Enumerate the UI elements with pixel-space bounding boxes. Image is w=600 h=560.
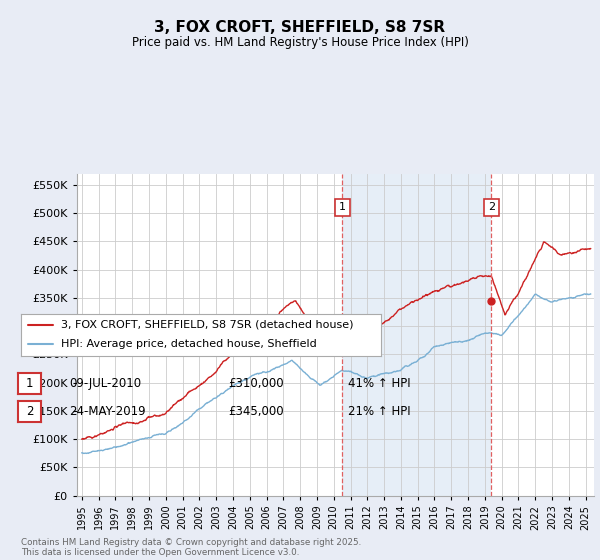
Text: 3, FOX CROFT, SHEFFIELD, S8 7SR (detached house): 3, FOX CROFT, SHEFFIELD, S8 7SR (detache… — [61, 320, 353, 330]
Text: £345,000: £345,000 — [228, 405, 284, 418]
Bar — [343, 174, 491, 496]
Text: Price paid vs. HM Land Registry's House Price Index (HPI): Price paid vs. HM Land Registry's House … — [131, 36, 469, 49]
Text: 24-MAY-2019: 24-MAY-2019 — [69, 405, 146, 418]
Text: 2: 2 — [26, 405, 33, 418]
Text: 2: 2 — [488, 203, 495, 212]
Text: 3, FOX CROFT, SHEFFIELD, S8 7SR: 3, FOX CROFT, SHEFFIELD, S8 7SR — [154, 20, 446, 35]
Text: Contains HM Land Registry data © Crown copyright and database right 2025.
This d: Contains HM Land Registry data © Crown c… — [21, 538, 361, 557]
Text: 41% ↑ HPI: 41% ↑ HPI — [348, 377, 410, 390]
Text: 21% ↑ HPI: 21% ↑ HPI — [348, 405, 410, 418]
Text: £310,000: £310,000 — [228, 377, 284, 390]
Text: 1: 1 — [339, 203, 346, 212]
Text: HPI: Average price, detached house, Sheffield: HPI: Average price, detached house, Shef… — [61, 339, 316, 349]
Text: 09-JUL-2010: 09-JUL-2010 — [69, 377, 141, 390]
Text: 1: 1 — [26, 377, 33, 390]
